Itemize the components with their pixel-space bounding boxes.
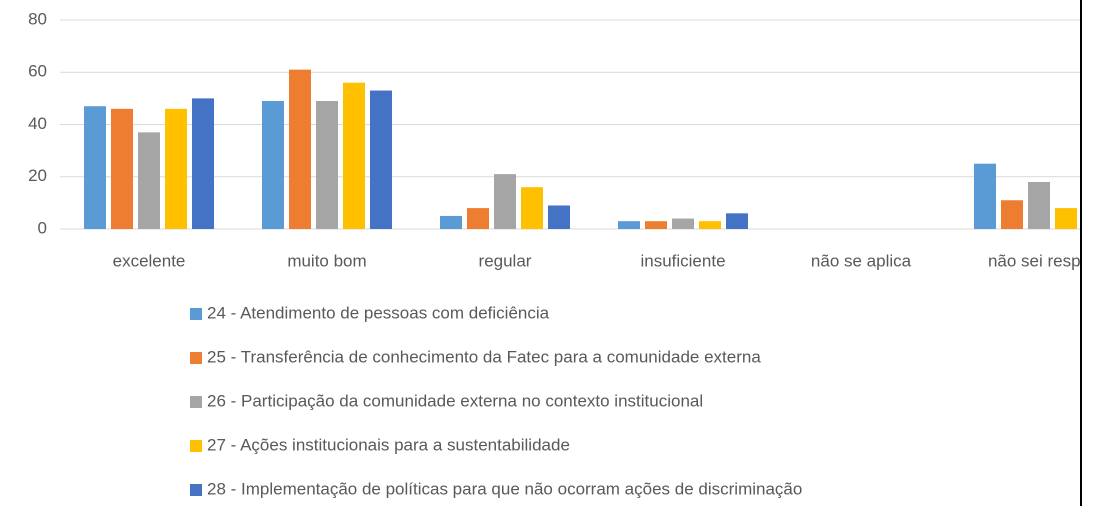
bar bbox=[111, 108, 133, 229]
bar bbox=[84, 106, 106, 229]
bar bbox=[1001, 200, 1023, 229]
bar bbox=[262, 100, 284, 229]
bar bbox=[521, 187, 543, 229]
legend-swatch bbox=[190, 308, 202, 320]
bar bbox=[370, 90, 392, 229]
bar bbox=[699, 221, 721, 229]
bar bbox=[1055, 208, 1077, 229]
bar bbox=[343, 82, 365, 229]
bar bbox=[316, 100, 338, 229]
y-tick-label: 60 bbox=[28, 62, 47, 81]
x-tick-label: insuficiente bbox=[640, 251, 725, 270]
legend-swatch bbox=[190, 352, 202, 364]
y-tick-label: 20 bbox=[28, 166, 47, 185]
bar bbox=[289, 69, 311, 229]
bar bbox=[1028, 181, 1050, 229]
bar bbox=[440, 215, 462, 229]
legend-swatch bbox=[190, 484, 202, 496]
legend-label: 24 - Atendimento de pessoas com deficiên… bbox=[207, 303, 550, 322]
bar bbox=[165, 108, 187, 229]
x-tick-label: não se aplica bbox=[811, 251, 912, 270]
bar bbox=[548, 205, 570, 229]
y-tick-label: 80 bbox=[28, 9, 47, 28]
bar bbox=[672, 218, 694, 229]
legend-swatch bbox=[190, 396, 202, 408]
bar bbox=[138, 132, 160, 229]
legend-label: 28 - Implementação de políticas para que… bbox=[207, 479, 802, 498]
y-tick-label: 40 bbox=[28, 114, 47, 133]
x-tick-label: excelente bbox=[113, 251, 186, 270]
legend-label: 26 - Participação da comunidade externa … bbox=[207, 391, 703, 410]
bar bbox=[494, 174, 516, 229]
bar bbox=[192, 98, 214, 229]
x-tick-label: muito bom bbox=[287, 251, 366, 270]
legend-label: 25 - Transferência de conhecimento da Fa… bbox=[207, 347, 761, 366]
y-tick-label: 0 bbox=[38, 218, 47, 237]
plot-area: excelente muito bom regular insuficiente não… bbox=[60, 19, 1090, 270]
x-tick-label: não sei respo bbox=[988, 251, 1090, 270]
x-tick-label: regular bbox=[479, 251, 532, 270]
bar bbox=[974, 163, 996, 229]
bar bbox=[645, 221, 667, 229]
legend-swatch bbox=[190, 440, 202, 452]
bar bbox=[467, 208, 489, 229]
bar bbox=[618, 221, 640, 229]
legend: 24 - Atendimento de pessoas com deficiên… bbox=[190, 303, 802, 498]
bar bbox=[726, 213, 748, 229]
legend-label: 27 - Ações institucionais para a sustent… bbox=[207, 435, 570, 454]
